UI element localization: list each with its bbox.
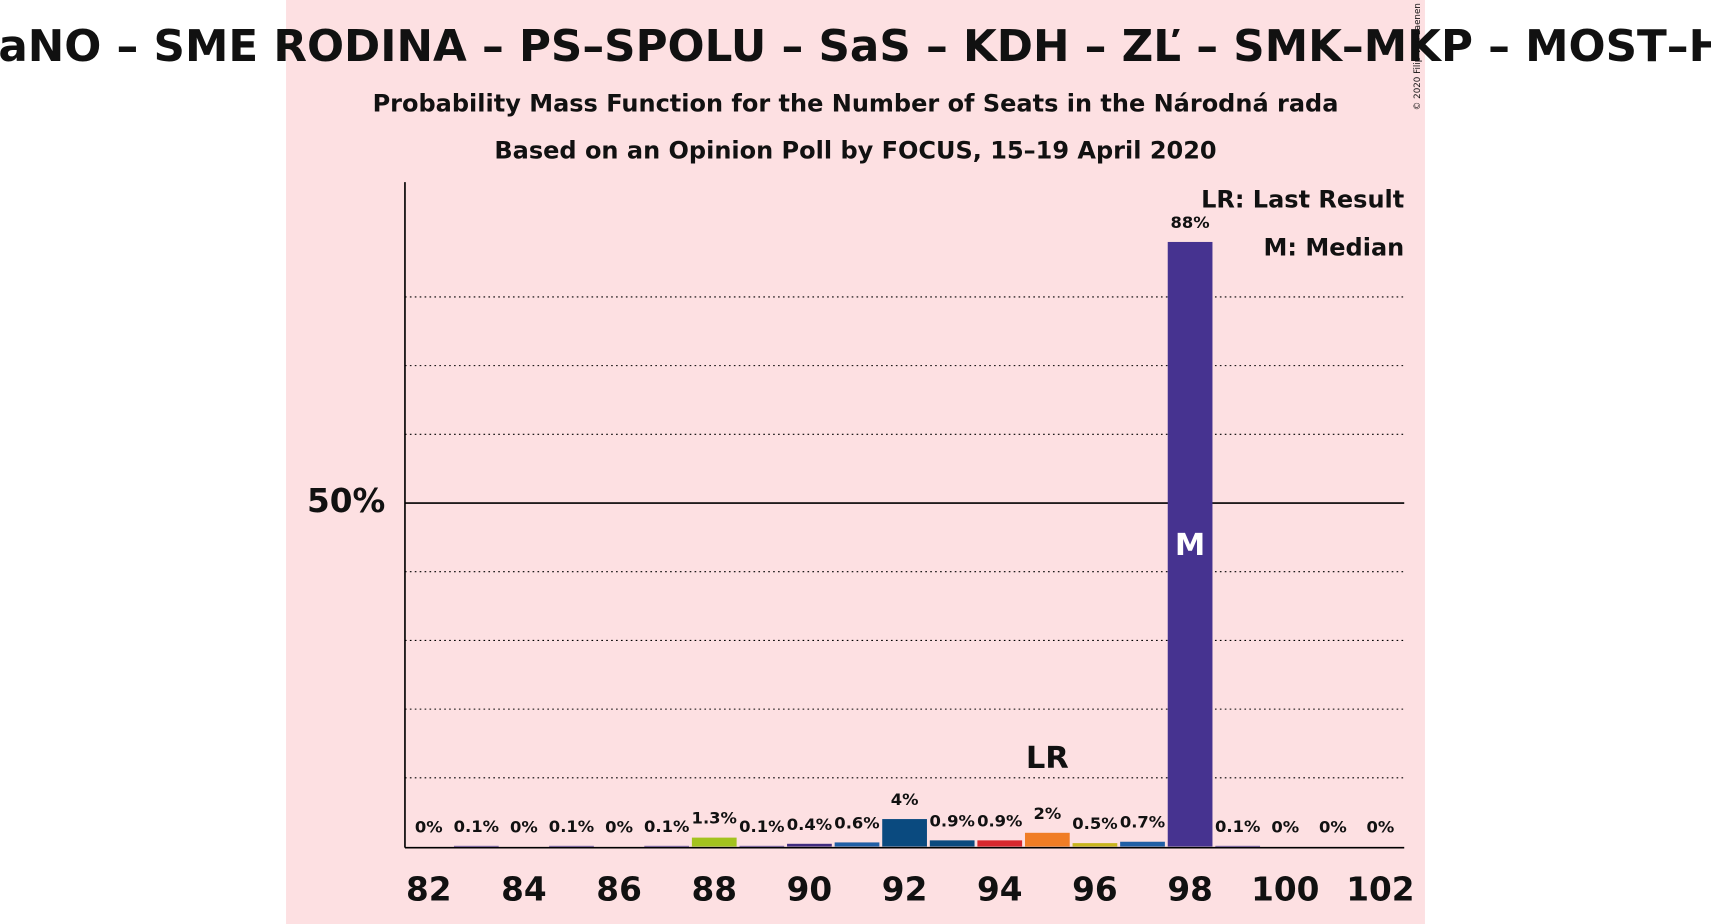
- value-label: 0.1%: [644, 817, 689, 836]
- bar: [1167, 241, 1213, 847]
- bar: [549, 845, 594, 847]
- annotation: M: [1175, 528, 1205, 563]
- value-label: 0.7%: [1120, 813, 1165, 832]
- legend-entry: M: Median: [1264, 234, 1405, 262]
- value-label: 0.1%: [1215, 817, 1260, 836]
- value-label: 0%: [605, 817, 633, 836]
- bar: [1120, 841, 1165, 847]
- x-tick-label: 86: [596, 870, 642, 908]
- x-tick-label: 84: [501, 870, 547, 908]
- bar: [834, 842, 880, 847]
- bar: [739, 845, 785, 847]
- value-label: 0.1%: [739, 817, 784, 836]
- bar: [453, 845, 499, 847]
- bar: [882, 819, 927, 847]
- x-tick-label: 94: [977, 870, 1023, 908]
- value-label: 0.1%: [549, 817, 594, 836]
- value-label: 0.9%: [929, 811, 974, 830]
- background: [286, 0, 1425, 924]
- subtitle: Based on an Opinion Poll by FOCUS, 15–19…: [494, 137, 1216, 165]
- bar: [929, 840, 975, 847]
- x-tick-label: 92: [882, 870, 928, 908]
- value-label: 0.9%: [977, 811, 1022, 830]
- bar: [1024, 832, 1070, 847]
- value-label: 0%: [510, 817, 538, 836]
- value-label: 0%: [1367, 817, 1395, 836]
- value-label: 0%: [415, 817, 443, 836]
- x-tick-label: 90: [787, 870, 833, 908]
- subtitle: Probability Mass Function for the Number…: [373, 90, 1339, 118]
- x-tick-label: 88: [691, 870, 737, 908]
- value-label: 0.6%: [834, 813, 879, 832]
- value-label: 0.5%: [1072, 814, 1117, 833]
- value-label: 0%: [1271, 817, 1299, 836]
- bar: [644, 845, 690, 847]
- annotation: LR: [1026, 741, 1069, 776]
- x-tick-label: 100: [1251, 870, 1319, 908]
- value-label: 2%: [1033, 804, 1061, 823]
- bar: [787, 843, 832, 847]
- value-label: 88%: [1171, 213, 1210, 232]
- chart-title: OĽaNO – SME RODINA – PS–SPOLU – SaS – KD…: [0, 19, 1711, 72]
- x-tick-label: 102: [1346, 870, 1414, 908]
- bar: [977, 840, 1023, 847]
- value-label: 0.4%: [787, 815, 832, 834]
- value-label: 0.1%: [454, 817, 499, 836]
- x-tick-label: 98: [1167, 870, 1213, 908]
- y-tick-label: 50%: [307, 482, 385, 520]
- value-label: 4%: [891, 790, 919, 809]
- value-label: 0%: [1319, 817, 1347, 836]
- bar: [691, 837, 737, 847]
- x-tick-label: 82: [406, 870, 452, 908]
- bar: [1215, 845, 1261, 847]
- legend-entry: LR: Last Result: [1201, 186, 1404, 214]
- x-tick-label: 96: [1072, 870, 1118, 908]
- bar: [1072, 843, 1118, 847]
- copyright: © 2020 Filip van Laenen: [1413, 3, 1423, 110]
- value-label: 1.3%: [692, 809, 737, 828]
